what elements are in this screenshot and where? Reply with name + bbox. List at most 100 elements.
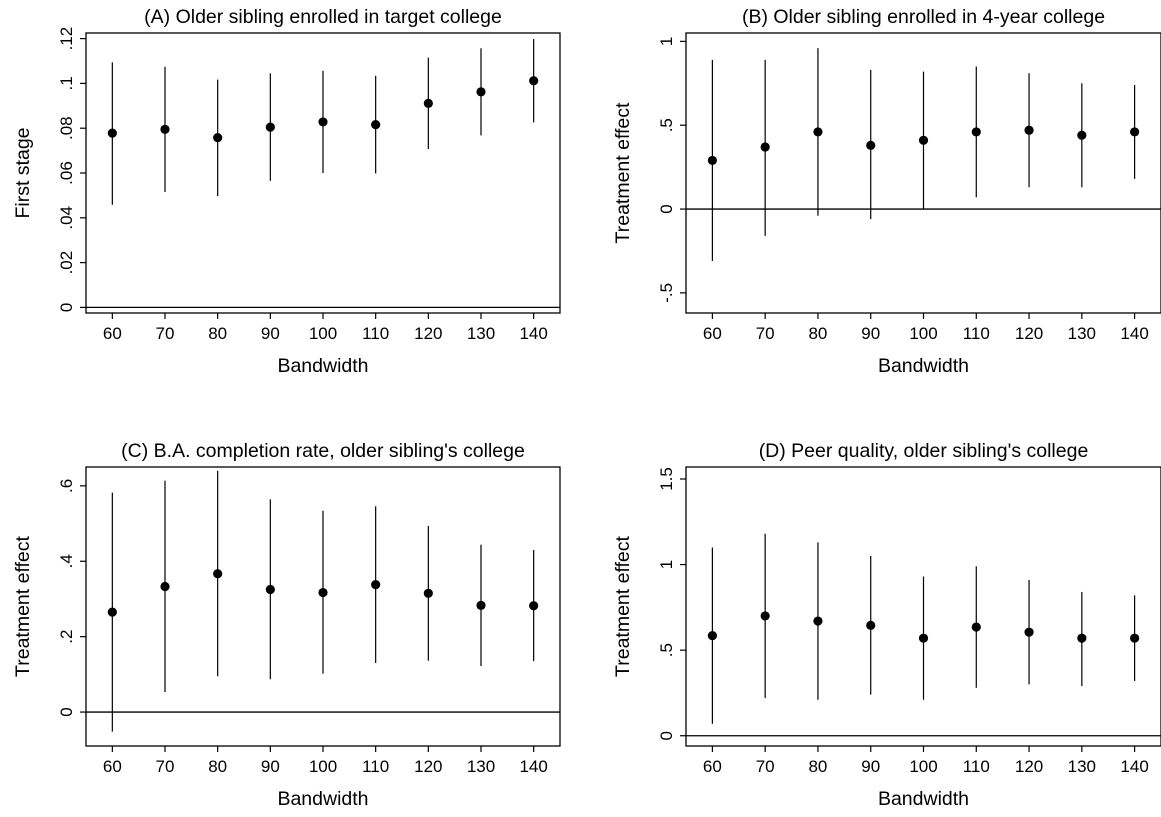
x-tick-label: 140 <box>1120 324 1148 343</box>
point-estimate <box>476 87 486 97</box>
x-axis-label: Bandwidth <box>878 355 969 377</box>
x-tick-label: 110 <box>963 757 990 776</box>
point-estimate <box>265 584 275 595</box>
y-axis-label: Treatment effect <box>612 102 634 243</box>
y-tick-label: .5 <box>657 643 676 657</box>
x-tick-label: 60 <box>703 324 722 343</box>
point-estimate <box>813 127 823 137</box>
y-tick-label: .08 <box>57 116 76 140</box>
x-tick-label: 80 <box>208 757 227 776</box>
point-estimate <box>1024 125 1034 135</box>
x-tick-label: 140 <box>1120 757 1148 776</box>
point-estimate <box>160 124 170 134</box>
x-tick-label: 100 <box>309 757 337 776</box>
point-estimate <box>1130 633 1140 643</box>
x-tick-label: 140 <box>519 324 547 343</box>
x-tick-label: 80 <box>208 324 227 343</box>
y-tick-label: .6 <box>57 479 76 493</box>
x-tick-label: 140 <box>519 757 547 776</box>
point-estimate <box>707 630 717 641</box>
x-tick-label: 120 <box>1015 324 1043 343</box>
x-tick-label: 70 <box>156 757 175 776</box>
x-tick-label: 100 <box>309 324 337 343</box>
point-estimate <box>213 569 223 579</box>
point-estimate <box>265 122 275 132</box>
y-tick-label: .2 <box>57 630 76 644</box>
point-estimate <box>918 633 929 643</box>
chart-title: (C) B.A. completion rate, older sibling'… <box>121 440 525 462</box>
point-estimate <box>971 127 981 137</box>
point-estimate <box>1077 633 1087 643</box>
x-tick-label: 90 <box>861 324 880 343</box>
x-tick-label: 80 <box>808 324 827 343</box>
y-tick-label: .02 <box>57 251 76 275</box>
y-tick-label: 1.5 <box>657 467 676 491</box>
y-tick-label: .5 <box>657 118 676 132</box>
x-tick-label: 70 <box>756 324 775 343</box>
x-tick-label: 60 <box>703 757 722 776</box>
point-estimate <box>1077 130 1087 140</box>
point-estimate <box>971 622 981 632</box>
x-tick-label: 130 <box>467 757 495 776</box>
x-axis-label: Bandwidth <box>878 788 969 810</box>
y-axis-label: Treatment effect <box>612 535 634 676</box>
x-tick-label: 110 <box>963 324 990 343</box>
x-tick-label: 70 <box>756 757 775 776</box>
x-tick-label: 130 <box>1068 757 1096 776</box>
point-estimate <box>423 98 433 108</box>
chart-panel-c: (C) B.A. completion rate, older sibling'… <box>12 440 561 810</box>
point-estimate <box>160 581 170 592</box>
x-tick-label: 70 <box>156 324 175 343</box>
y-axis-label: First stage <box>12 127 34 218</box>
point-estimate <box>707 155 717 166</box>
point-estimate <box>1024 627 1034 637</box>
chart-title: (B) Older sibling enrolled in 4-year col… <box>742 6 1105 28</box>
chart-panel-d: (D) Peer quality, older sibling's colleg… <box>612 440 1161 810</box>
point-estimate <box>423 588 433 598</box>
y-tick-label: 0 <box>657 731 676 740</box>
point-estimate <box>371 580 381 590</box>
x-tick-label: 130 <box>467 324 495 343</box>
y-tick-label: 0 <box>657 204 676 213</box>
x-tick-label: 80 <box>808 757 827 776</box>
y-tick-label: .4 <box>57 554 76 568</box>
y-tick-label: 0 <box>57 303 76 312</box>
x-tick-label: 130 <box>1068 324 1096 343</box>
x-axis-label: Bandwidth <box>277 788 368 810</box>
chart-panel-a: (A) Older sibling enrolled in target col… <box>12 6 561 377</box>
point-estimate <box>371 120 381 130</box>
point-estimate <box>918 135 929 145</box>
point-estimate <box>1130 127 1140 137</box>
point-estimate <box>866 620 876 630</box>
y-tick-label: .04 <box>57 206 76 230</box>
x-tick-label: 120 <box>1015 757 1043 776</box>
point-estimate <box>813 616 823 626</box>
point-estimate <box>476 600 486 610</box>
x-tick-label: 60 <box>103 324 122 343</box>
point-estimate <box>107 607 117 617</box>
y-tick-label: 1 <box>657 37 676 46</box>
y-tick-label: .06 <box>57 161 76 185</box>
point-estimate <box>318 117 328 127</box>
y-axis-label: Treatment effect <box>12 535 34 676</box>
x-tick-label: 110 <box>362 324 389 343</box>
x-axis-label: Bandwidth <box>277 355 368 377</box>
point-estimate <box>529 76 539 86</box>
point-estimate <box>760 611 770 621</box>
chart-panel-b: (B) Older sibling enrolled in 4-year col… <box>612 6 1161 377</box>
y-tick-label: .1 <box>57 76 76 90</box>
x-tick-label: 120 <box>414 324 442 343</box>
x-tick-label: 110 <box>362 757 389 776</box>
y-tick-label: 1 <box>657 560 676 569</box>
y-tick-label: 0 <box>57 707 76 716</box>
x-tick-label: 120 <box>414 757 442 776</box>
chart-title: (D) Peer quality, older sibling's colleg… <box>759 440 1089 462</box>
x-tick-label: 90 <box>261 757 280 776</box>
point-estimate <box>107 128 117 138</box>
x-tick-label: 90 <box>261 324 280 343</box>
point-estimate <box>866 140 876 150</box>
point-estimate <box>318 587 328 598</box>
y-tick-label: .12 <box>57 27 76 51</box>
chart-title: (A) Older sibling enrolled in target col… <box>144 6 502 28</box>
